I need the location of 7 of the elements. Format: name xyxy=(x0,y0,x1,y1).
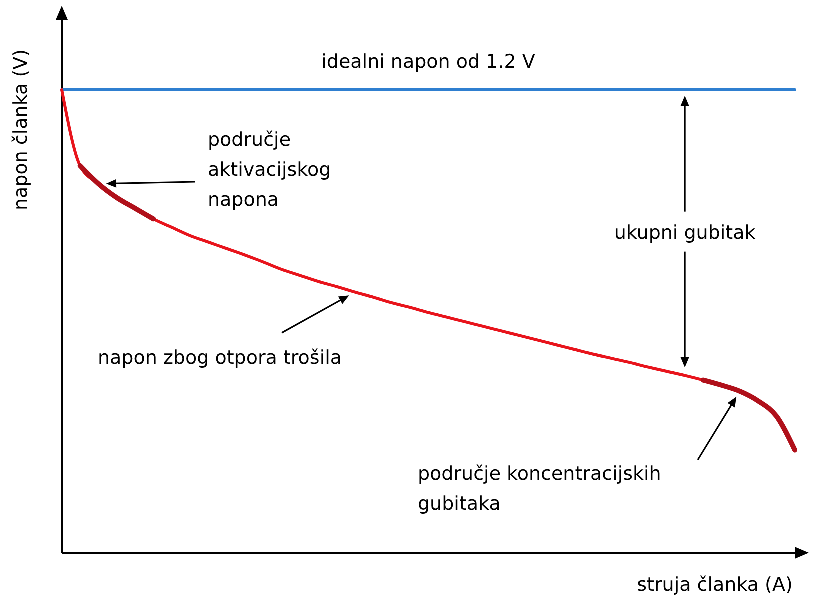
annotation: područje aktivacijskog napona xyxy=(208,129,332,211)
x-axis-title: struja članka (A) xyxy=(637,574,793,596)
annotation: područje koncentracijskih gubitaka xyxy=(418,463,662,515)
annotation: napon zbog otpora trošila xyxy=(98,347,342,369)
annotation: ukupni gubitak xyxy=(614,222,756,244)
series-label: idealni napon od 1.2 V xyxy=(322,51,536,73)
y-axis-title: napon članka (V) xyxy=(10,49,32,211)
